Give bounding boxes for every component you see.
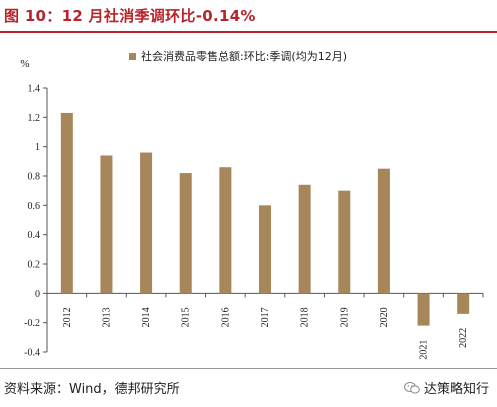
x-tick-label: 2012 <box>62 307 73 327</box>
x-tick-label: 2016 <box>220 307 231 327</box>
y-axis-label: % <box>20 58 29 70</box>
x-tick-label: 2022 <box>458 328 469 348</box>
x-tick-label: 2013 <box>101 307 112 327</box>
x-tick-label: 2021 <box>419 340 430 360</box>
footer-divider <box>0 368 497 369</box>
bar <box>100 155 113 294</box>
legend-swatch <box>129 53 136 60</box>
bar <box>60 112 73 294</box>
y-tick-label: 0 <box>35 289 40 300</box>
brand-watermark: 达策略知行 <box>403 378 489 397</box>
bar <box>298 184 311 294</box>
bar <box>417 293 430 326</box>
bar-chart: % 社会消费品零售总额:环比:季调(均为12月) -0.4 -0.2 0 0.2 0.4 0.… <box>20 49 484 360</box>
legend-label: 社会消费品零售总额:环比:季调(均为12月) <box>141 49 347 63</box>
bar <box>259 205 271 294</box>
bar <box>457 293 470 314</box>
bar <box>140 152 153 294</box>
y-tick-label: 0.8 <box>28 172 41 183</box>
y-tick-label: 1.4 <box>28 84 41 95</box>
y-tick-label: 0.6 <box>28 201 41 212</box>
bar <box>219 167 232 294</box>
x-tick-label: 2018 <box>300 307 311 327</box>
y-tick-label: -0.2 <box>24 318 40 329</box>
x-tick-label: 2015 <box>181 307 192 327</box>
y-tick-label: 1.2 <box>28 113 41 124</box>
bar <box>338 190 351 294</box>
brand-name: 达策略知行 <box>423 382 489 397</box>
x-tick-label: 2014 <box>141 307 152 327</box>
x-tick-label: 2019 <box>339 307 350 327</box>
chart-title: 图 10：12 月社消季调环比-0.14% <box>4 7 256 25</box>
y-tick-label: 0.2 <box>28 260 41 271</box>
x-tick-label: 2017 <box>260 307 271 327</box>
y-tick-label: 0.4 <box>28 230 41 241</box>
source-note: 资料来源：Wind，德邦研究所 <box>4 382 180 397</box>
x-tick-label: 2020 <box>379 307 390 327</box>
bar <box>377 168 390 294</box>
wechat-icon <box>403 381 420 394</box>
y-tick-label: 1 <box>35 142 40 153</box>
bar <box>179 173 192 294</box>
title-divider <box>0 31 497 33</box>
y-tick-label: -0.4 <box>24 348 40 359</box>
